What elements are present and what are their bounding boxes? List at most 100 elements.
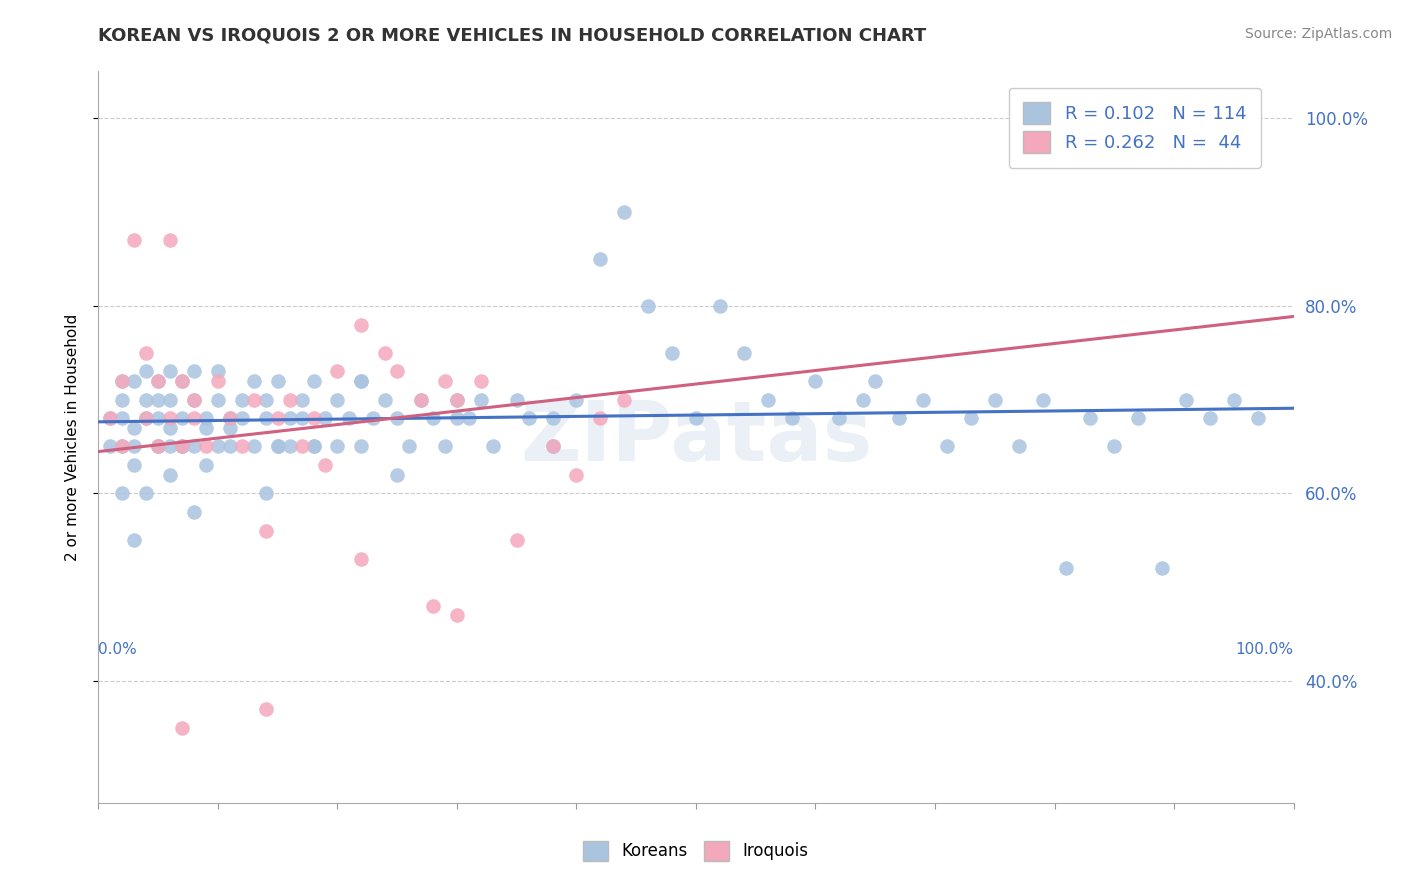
Point (148, 411, 170, 425)
Point (148, 392, 170, 407)
Point (326, 440, 349, 454)
Text: KOREAN VS IROQUOIS 2 OR MORE VEHICLES IN HOUSEHOLD CORRELATION CHART: KOREAN VS IROQUOIS 2 OR MORE VEHICLES IN… (98, 27, 927, 45)
Point (1008, 440, 1031, 454)
Point (1128, 411, 1150, 425)
Point (195, 420, 218, 434)
Point (434, 374, 457, 388)
Point (219, 411, 242, 425)
Text: 0.0%: 0.0% (98, 642, 138, 657)
Point (709, 299, 731, 313)
Point (613, 392, 636, 407)
Point (183, 392, 205, 407)
Point (302, 374, 325, 388)
Point (172, 440, 194, 454)
Point (195, 411, 218, 425)
Point (159, 233, 181, 247)
Point (254, 411, 277, 425)
Point (385, 467, 409, 482)
Point (148, 374, 170, 388)
Point (172, 374, 194, 388)
Legend: Koreans, Iroquois: Koreans, Iroquois (576, 834, 815, 868)
Point (267, 374, 290, 388)
Point (315, 458, 337, 473)
Point (1247, 411, 1270, 425)
Point (219, 420, 242, 434)
Point (254, 392, 277, 407)
Point (780, 411, 803, 425)
Point (291, 392, 314, 407)
Point (541, 411, 564, 425)
Point (661, 345, 683, 359)
Point (374, 345, 396, 359)
Point (278, 392, 301, 407)
Point (159, 440, 181, 454)
Point (172, 374, 194, 388)
Point (541, 440, 564, 454)
Point (589, 411, 612, 425)
Point (936, 440, 959, 454)
Point (1175, 392, 1198, 407)
Point (243, 374, 266, 388)
Point (1152, 561, 1174, 575)
Point (243, 440, 266, 454)
Point (183, 440, 205, 454)
Point (135, 486, 157, 500)
Point (411, 392, 433, 407)
Point (207, 374, 229, 388)
Point (385, 364, 409, 378)
Point (1056, 561, 1078, 575)
Point (517, 411, 540, 425)
Point (434, 440, 457, 454)
Point (124, 458, 146, 473)
Point (98, 440, 122, 454)
Point (124, 440, 146, 454)
Point (911, 392, 934, 407)
Point (458, 411, 481, 425)
Point (446, 392, 468, 407)
Point (1223, 392, 1246, 407)
Point (302, 440, 325, 454)
Point (111, 486, 134, 500)
Point (350, 552, 373, 566)
Point (267, 440, 290, 454)
Point (98, 411, 122, 425)
Point (302, 440, 325, 454)
Point (111, 392, 134, 407)
Point (159, 411, 181, 425)
Point (852, 392, 875, 407)
Point (148, 374, 170, 388)
Point (172, 411, 194, 425)
Point (411, 392, 433, 407)
Point (804, 374, 827, 388)
Point (828, 411, 851, 425)
Point (613, 205, 636, 219)
Text: Source: ZipAtlas.com: Source: ZipAtlas.com (1244, 27, 1392, 41)
Point (231, 440, 253, 454)
Point (135, 411, 157, 425)
Point (195, 440, 218, 454)
Point (278, 411, 301, 425)
Point (302, 411, 325, 425)
Point (231, 411, 253, 425)
Point (159, 420, 181, 434)
Point (148, 440, 170, 454)
Point (385, 411, 409, 425)
Point (541, 440, 564, 454)
Point (159, 467, 181, 482)
Point (111, 374, 134, 388)
Point (326, 392, 349, 407)
Y-axis label: 2 or more Vehicles in Household: 2 or more Vehicles in Household (65, 313, 80, 561)
Point (124, 374, 146, 388)
Text: ZIPatas: ZIPatas (520, 397, 872, 477)
Point (183, 505, 205, 519)
Point (172, 721, 194, 735)
Point (565, 467, 588, 482)
Point (1199, 411, 1222, 425)
Point (159, 392, 181, 407)
Point (135, 345, 157, 359)
Point (326, 364, 349, 378)
Point (984, 392, 1007, 407)
Point (350, 374, 373, 388)
Point (111, 440, 134, 454)
Point (637, 299, 659, 313)
